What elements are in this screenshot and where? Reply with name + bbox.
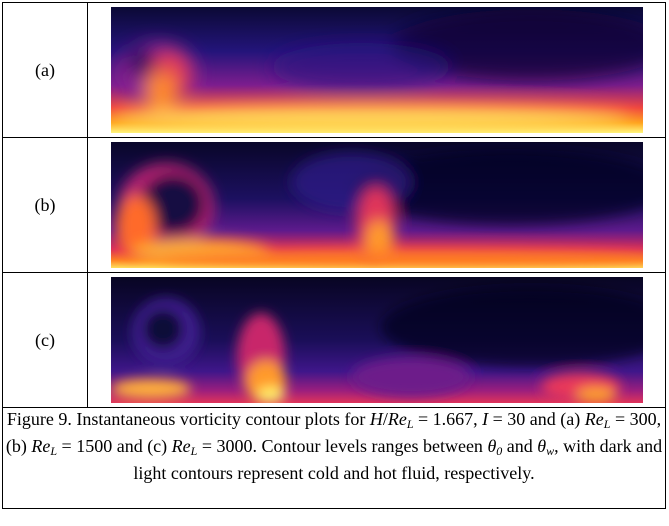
vorticity-contour-plot-b [110,142,643,268]
vorticity-contour-plot-a [110,7,643,133]
panel-row-a: (a) [2,2,666,138]
panel-label-c: (c) [2,272,88,408]
panel-label-b: (b) [2,137,88,273]
panel-plot-b [87,137,666,273]
panel-label-a: (a) [2,2,88,138]
panel-plot-a [87,2,666,138]
figure-table: (a) [2,2,666,509]
panel-row-c: (c) [2,272,666,408]
vorticity-contour-plot-c [110,277,643,403]
figure-caption: Figure 9. Instantaneous vorticity contou… [2,407,666,509]
panel-row-b: (b) [2,137,666,273]
caption-row: Figure 9. Instantaneous vorticity contou… [2,407,666,509]
panel-plot-c [87,272,666,408]
